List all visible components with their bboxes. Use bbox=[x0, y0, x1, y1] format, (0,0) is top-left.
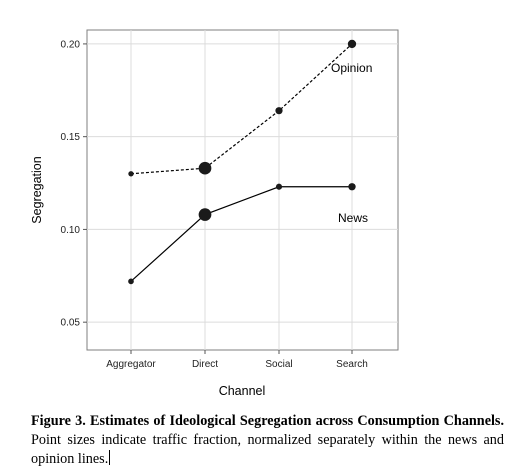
y-tick-label: 0.20 bbox=[61, 39, 81, 50]
y-axis: 0.05 0.10 0.15 0.20 bbox=[61, 39, 87, 329]
series-label-news: News bbox=[338, 211, 368, 225]
caption-title: Figure 3. Estimates of Ideological Segre… bbox=[31, 413, 504, 429]
figure-caption: Figure 3. Estimates of Ideological Segre… bbox=[31, 412, 504, 469]
y-axis-title: Segregation bbox=[30, 156, 44, 223]
series-label-opinion: Opinion bbox=[331, 61, 372, 75]
caption-text: Point sizes indicate traffic fraction, n… bbox=[31, 432, 504, 467]
x-axis-title: Channel bbox=[219, 384, 266, 398]
data-point-news bbox=[275, 183, 283, 190]
data-point-opinion bbox=[347, 39, 357, 49]
y-tick-label: 0.10 bbox=[61, 225, 81, 236]
data-point-opinion bbox=[128, 171, 134, 177]
x-tick-label: Search bbox=[336, 359, 368, 370]
data-point-news bbox=[128, 278, 134, 285]
x-tick-label: Aggregator bbox=[106, 359, 156, 370]
grid bbox=[87, 30, 398, 350]
series-line-news bbox=[130, 186, 352, 282]
y-tick-label: 0.05 bbox=[61, 318, 81, 329]
series-layer bbox=[128, 39, 357, 285]
data-point-news bbox=[198, 208, 212, 221]
x-axis: Aggregator Direct Social Search bbox=[106, 350, 368, 370]
x-tick-label: Direct bbox=[192, 359, 218, 370]
data-point-news bbox=[348, 183, 356, 191]
data-point-opinion bbox=[198, 161, 212, 175]
data-point-opinion bbox=[275, 107, 283, 115]
plot-panel bbox=[86, 29, 399, 351]
text-cursor bbox=[109, 450, 111, 465]
series-line-opinion bbox=[130, 43, 353, 175]
y-tick-label: 0.15 bbox=[61, 132, 81, 143]
x-tick-label: Social bbox=[265, 359, 292, 370]
chart: 0.05 0.10 0.15 0.20 Aggregator Direct Social S… bbox=[30, 29, 399, 398]
